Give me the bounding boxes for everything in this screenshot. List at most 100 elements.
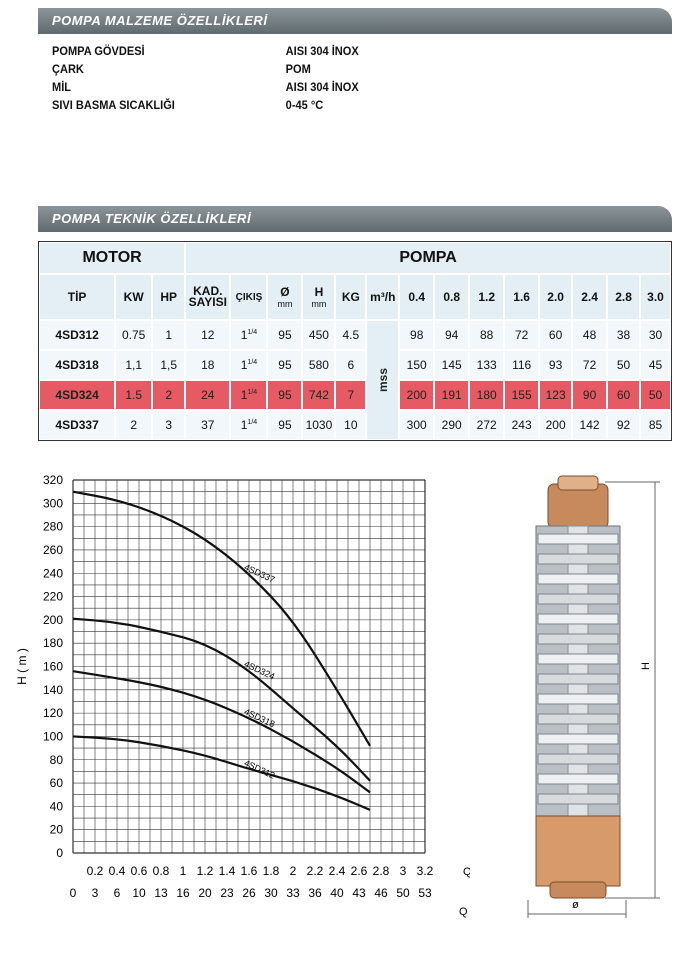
x-tick-label-lmin: 16: [176, 886, 190, 900]
x-tick-label-lmin: 33: [286, 886, 300, 900]
cell-cikis-fraction: 1/4: [247, 389, 258, 396]
pump-group-header: POMPA: [184, 241, 672, 275]
col-hp: HP: [151, 273, 187, 321]
cell-flow-head: 92: [606, 409, 641, 441]
x-tick-label-m3h: 3: [400, 864, 407, 878]
material-row: MİL AISI 304 İNOX: [52, 80, 420, 97]
performance-chart: 0204060801001201401601802002202402602803…: [15, 473, 470, 918]
cell-flow-head: 88: [468, 319, 506, 351]
y-tick-label: 220: [43, 590, 63, 604]
cell-dia: 95: [266, 349, 304, 381]
y-tick-label: 0: [56, 846, 63, 860]
technical-title: POMPA TEKNİK ÖZELLİKLERİ: [52, 211, 252, 226]
series-line-4sd312: [72, 735, 371, 811]
series-label: 4SD312: [243, 758, 277, 781]
col-flow: 0.4: [398, 273, 436, 321]
cell-flow-head: 72: [503, 319, 541, 351]
cell-h: 742: [301, 379, 337, 411]
cell-flow-head: 155: [503, 379, 541, 411]
x-tick-label-m3h: 0.4: [109, 864, 126, 878]
cell-flow-head: 142: [571, 409, 609, 441]
cell-flow-head: 60: [606, 379, 641, 411]
cell-kad: 37: [184, 409, 232, 441]
y-tick-label: 40: [50, 799, 64, 813]
cell-flow-head: 300: [398, 409, 436, 441]
table-row: 4SD312 0.75 1 12 11/4 95 450 4.5 mss 98 94 88 72 60 48…: [37, 319, 672, 441]
cell-flow-head: 191: [433, 379, 471, 411]
cell-cikis-fraction: 1/4: [247, 329, 258, 336]
x-tick-label-lmin: 3: [92, 886, 99, 900]
x-tick-label-m3h: 1.4: [219, 864, 236, 878]
cell-cikis-fraction: 1/4: [247, 359, 258, 366]
pump-stage: [537, 693, 619, 705]
col-kw: KW: [114, 273, 154, 321]
series-line-4sd318: [72, 670, 371, 794]
cell-hp: 1,5: [151, 349, 187, 381]
y-tick-label: 280: [43, 520, 63, 534]
cell-dia: 95: [266, 319, 304, 351]
materials-banner: POMPA MALZEME ÖZELLİKLERİ: [38, 8, 672, 34]
pump-stage: [537, 613, 619, 625]
cell-kg: 7: [334, 379, 368, 411]
pump-stage: [537, 653, 619, 665]
col-flow: 1.2: [468, 273, 506, 321]
cell-cikis-base: 1: [240, 328, 248, 342]
col-flow: 3.0: [639, 273, 672, 321]
cell-flow-head: 200: [398, 379, 436, 411]
series-line-4sd337: [72, 490, 371, 747]
col-flow-unit: m³/h: [365, 273, 401, 321]
y-tick-label: 260: [43, 543, 63, 557]
x-tick-label-lmin: 36: [308, 886, 322, 900]
y-tick-label: 300: [43, 496, 63, 510]
table-row: 4SD318 1,1 1,5 18 11/4 95 580 6 150 145 133 116 93 72…: [37, 349, 672, 381]
y-tick-label: 160: [43, 660, 63, 674]
pump-stage: [537, 773, 619, 785]
x-tick-label-lmin: 0: [70, 886, 77, 900]
height-label: H: [640, 662, 652, 670]
col-h-label: H: [314, 285, 324, 299]
cell-tip: 4SD324: [37, 379, 117, 411]
x-tick-label-lmin: 20: [198, 886, 212, 900]
col-flow: 2.0: [538, 273, 574, 321]
cell-kw: 1.5: [114, 379, 154, 411]
x-tick-label-m3h: 2.8: [373, 864, 390, 878]
cell-flow-head: 72: [571, 349, 609, 381]
cell-cikis-fraction: 1/4: [247, 419, 258, 426]
x-tick-label-lmin: 6: [114, 886, 121, 900]
y-tick-label: 240: [43, 566, 63, 580]
x-tick-label-lmin: 43: [352, 886, 366, 900]
cell-h: 450: [301, 319, 337, 351]
mss-label: mss: [375, 367, 390, 393]
cell-flow-head: 290: [433, 409, 471, 441]
cell-flow-head: 85: [639, 409, 672, 441]
cell-flow-head: 200: [538, 409, 574, 441]
pump-stage: [537, 593, 619, 605]
cell-flow-head: 94: [433, 319, 471, 351]
x-tick-label-lmin: 53: [418, 886, 432, 900]
cell-kad: 12: [184, 319, 232, 351]
y-tick-label: 120: [43, 706, 63, 720]
x-tick-label-lmin: 23: [220, 886, 234, 900]
cell-h: 580: [301, 349, 337, 381]
cell-flow-head: 30: [639, 319, 672, 351]
cell-mss: mss: [365, 319, 401, 441]
x-tick-label-m3h: 0.8: [153, 864, 170, 878]
material-label: SIVI BASMA SICAKLIĞI: [52, 98, 175, 112]
col-tip: TİP: [37, 273, 117, 321]
table-row: 4SD324 1.5 2 24 11/4 95 742 7 200 191 180 155 123 90 6…: [37, 379, 672, 411]
series-label: 4SD337: [243, 562, 277, 585]
y-tick-label: 320: [43, 473, 63, 487]
pump-stage: [537, 753, 619, 765]
material-label: ÇARK: [52, 62, 84, 76]
col-flow: 1.6: [503, 273, 541, 321]
cell-tip: 4SD318: [37, 349, 117, 381]
col-flow: 2.8: [606, 273, 641, 321]
x-tick-label-m3h: 2.4: [329, 864, 346, 878]
motor-group-header: MOTOR: [37, 241, 187, 275]
cell-flow-head: 93: [538, 349, 574, 381]
pump-stage: [537, 713, 619, 725]
cell-h: 1030: [301, 409, 337, 441]
table-row: 4SD337 2 3 37 11/4 95 1030 10 300 290 272 243 200 142…: [37, 409, 672, 441]
